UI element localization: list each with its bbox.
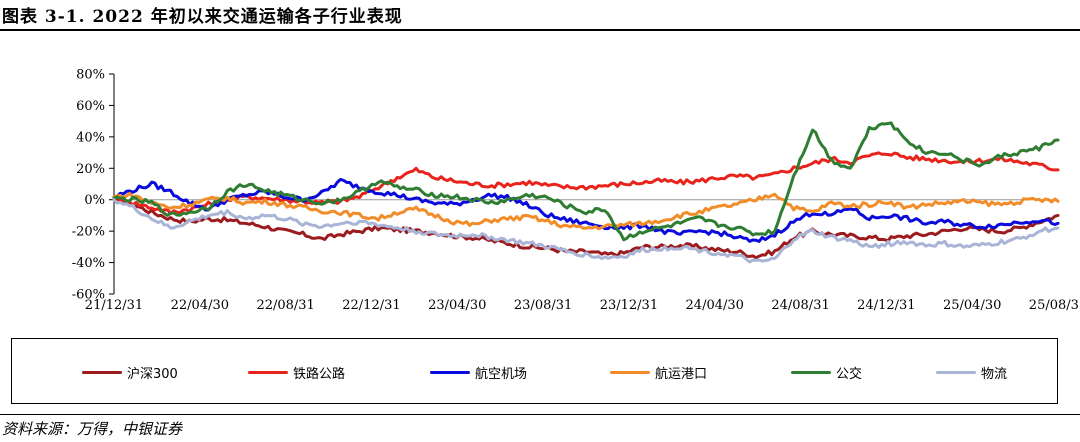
legend-label-airline-airport: 航空机场 (475, 366, 528, 382)
legend-item-logistics: 物流 (936, 364, 1008, 382)
y-tick-label: 20% (76, 162, 105, 177)
chart-legend: 沪深300 铁路公路 航空机场 航运港口 公交 物流 (11, 338, 1058, 404)
legend-label-rail-road: 铁路公路 (293, 366, 346, 382)
source-note: 资料来源：万得，中银证券 (2, 420, 183, 438)
top-rule (0, 29, 1080, 31)
legend-label-logistics: 物流 (981, 366, 1008, 382)
y-tick-label: 80% (76, 68, 105, 83)
series-line-1 (112, 151, 1060, 215)
x-tick-label: 24/12/31 (857, 298, 915, 313)
legend-item-airline-airport: 航空机场 (430, 364, 528, 382)
y-tick-label: -20% (72, 225, 105, 240)
series-line-5 (112, 198, 1060, 264)
legend-item-hs300: 沪深300 (82, 364, 178, 382)
x-tick-label: 22/08/31 (256, 298, 314, 313)
y-tick-label: 40% (76, 130, 105, 145)
figure-title: 图表 3-1. 2022 年初以来交通运输各子行业表现 (2, 7, 403, 27)
legend-label-bus: 公交 (836, 366, 863, 382)
x-tick-label: 25/04/30 (943, 298, 1001, 313)
x-tick-label: 23/04/30 (428, 298, 486, 313)
series-line-3 (112, 191, 1060, 231)
bottom-rule (0, 414, 1080, 415)
x-tick-label: 24/08/31 (771, 298, 829, 313)
legend-item-rail-road: 铁路公路 (248, 364, 346, 382)
x-tick-label: 22/04/30 (171, 298, 229, 313)
legend-swatch-rail-road (248, 370, 288, 374)
line-chart: 80% 60% 40% 20% 0% -20% -40% -60%21/12/31 22/04/… (72, 68, 1080, 314)
legend-item-shipping-port: 航运港口 (610, 364, 708, 382)
y-tick-label: -60% (72, 288, 105, 303)
legend-item-bus: 公交 (791, 364, 863, 382)
legend-swatch-airline-airport (430, 370, 470, 374)
legend-swatch-bus (791, 370, 831, 374)
legend-swatch-hs300 (82, 370, 122, 374)
x-tick-label: 22/12/31 (342, 298, 400, 313)
x-tick-label: 24/04/30 (686, 298, 744, 313)
x-tick-label: 21/12/31 (85, 298, 143, 313)
x-tick-label: 23/08/31 (514, 298, 572, 313)
x-tick-label: 25/08/31 (1029, 298, 1080, 313)
y-tick-label: -40% (72, 256, 105, 271)
y-tick-label: 0% (84, 193, 105, 208)
legend-swatch-logistics (936, 370, 976, 374)
x-tick-label: 23/12/31 (600, 298, 658, 313)
series-line-4 (112, 121, 1060, 242)
legend-label-hs300: 沪深300 (127, 366, 178, 382)
legend-label-shipping-port: 航运港口 (655, 366, 708, 382)
y-tick-label: 60% (76, 99, 105, 114)
legend-swatch-shipping-port (610, 370, 650, 374)
